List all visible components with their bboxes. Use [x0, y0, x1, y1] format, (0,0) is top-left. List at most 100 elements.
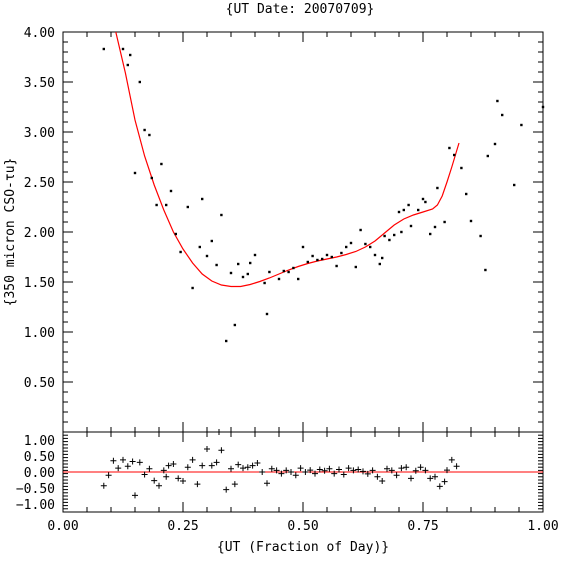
residual-point [398, 465, 405, 472]
data-point [433, 225, 437, 229]
data-point [479, 234, 482, 238]
data-point [340, 251, 343, 255]
data-point [287, 270, 290, 274]
x-tick-label: 0.25 [167, 519, 198, 534]
x-tick-label: 0.00 [47, 519, 78, 534]
data-point [179, 250, 182, 254]
residual-point [369, 467, 376, 474]
lower-x-ticks [62, 432, 544, 512]
residual-point [218, 447, 225, 454]
residual-point [393, 472, 400, 479]
residual-point [240, 465, 246, 472]
data-point [201, 197, 204, 201]
residual-point [432, 473, 438, 480]
data-point [335, 264, 338, 268]
residual-point [360, 468, 366, 475]
data-point [484, 268, 487, 272]
chart-title: {UT Date: 20070709} [226, 2, 375, 17]
upper-y-tick-labels: 0.50 1.00 1.50 2.00 2.50 3.00 3.50 4.00 [24, 26, 55, 391]
residual-point [124, 463, 131, 470]
residual-point [297, 465, 304, 472]
data-point [325, 253, 329, 257]
y-tick-label: 4.00 [24, 26, 55, 41]
residual-point [436, 483, 443, 490]
y-tick-label: 1.50 [24, 276, 55, 291]
data-point [102, 47, 105, 51]
y-tick-label: 2.00 [24, 226, 55, 241]
residual-point [331, 470, 338, 477]
residual-point [120, 456, 126, 463]
residual-point [244, 464, 251, 471]
y-tick-label: 0.50 [24, 376, 55, 391]
data-point [225, 339, 228, 343]
data-point [282, 269, 285, 273]
residual-point [223, 486, 230, 493]
residual-point [441, 478, 448, 485]
residual-point [213, 459, 220, 466]
data-point [306, 260, 309, 264]
data-point [321, 257, 324, 261]
data-point [155, 203, 158, 207]
data-point [373, 253, 377, 257]
data-point [393, 233, 396, 237]
x-axis-label: {UT (Fraction of Day)} [217, 540, 389, 555]
upper-fit-curve-group [115, 32, 460, 288]
data-point [174, 232, 177, 236]
data-point [349, 241, 353, 245]
data-point [383, 234, 386, 238]
data-point [359, 228, 362, 232]
data-point [397, 210, 401, 214]
residual-point [228, 465, 234, 472]
residual-point [384, 465, 390, 472]
data-point [460, 166, 463, 170]
data-point [465, 192, 468, 196]
data-point [210, 239, 213, 243]
data-point [402, 208, 405, 212]
residual-point [189, 456, 196, 463]
residual-point [254, 460, 261, 467]
data-point [268, 270, 271, 274]
residual-point [165, 462, 172, 469]
data-point [301, 245, 305, 249]
residual-point [268, 465, 275, 472]
residual-point [259, 469, 266, 475]
data-point [148, 133, 151, 137]
residual-point [340, 471, 347, 478]
data-point [496, 99, 499, 103]
residual-point [273, 467, 280, 474]
data-point [316, 258, 319, 262]
residual-point [163, 473, 170, 480]
upper-y-ticks [63, 31, 543, 433]
data-point [388, 238, 391, 242]
data-point [249, 261, 252, 265]
data-point [169, 189, 173, 193]
data-point [241, 275, 245, 279]
residual-point [321, 467, 328, 474]
data-point [443, 220, 446, 224]
data-point [469, 219, 473, 223]
y-tick-label: 1.00 [24, 434, 55, 449]
residual-point [307, 467, 314, 474]
residual-point [403, 464, 410, 471]
y-tick-label: 1.00 [24, 326, 55, 341]
data-point [364, 242, 367, 246]
data-point [292, 266, 295, 270]
data-point [541, 105, 545, 109]
residual-point [408, 475, 414, 482]
data-point [121, 47, 125, 51]
residual-point [302, 469, 309, 475]
residual-point [141, 471, 148, 478]
data-point [424, 200, 427, 204]
residual-point [231, 481, 238, 488]
residual-point [249, 462, 256, 469]
data-point [220, 213, 223, 217]
fit-curve [115, 32, 460, 288]
upper-panel-frame [62, 31, 544, 433]
data-point [138, 80, 141, 84]
data-point [345, 245, 348, 249]
data-point [129, 53, 132, 57]
upper-y-axis-label: {350 micron CSO-τu} [3, 158, 18, 307]
residual-points [100, 429, 460, 499]
data-point [263, 281, 266, 285]
data-point [378, 262, 381, 266]
